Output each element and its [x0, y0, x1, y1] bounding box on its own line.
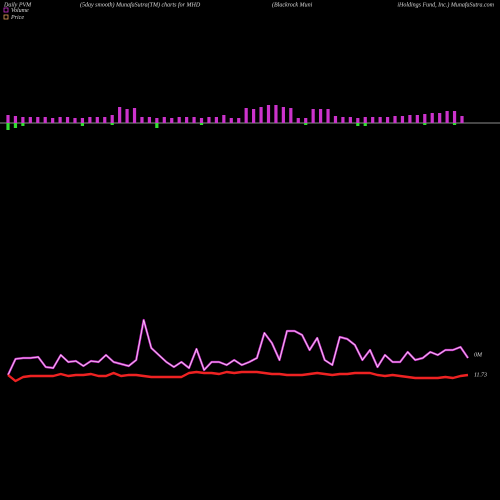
- pvm-bar: [140, 117, 144, 123]
- pvm-bar: [259, 107, 263, 123]
- pvm-bar: [110, 115, 114, 123]
- pvm-bar: [311, 109, 315, 123]
- pvm-bar: [207, 117, 211, 123]
- pvm-bar: [6, 115, 10, 123]
- pvm-bar: [170, 118, 174, 123]
- pvm-bar: [95, 117, 99, 123]
- pvm-bar: [452, 111, 457, 123]
- pvm-bar: [132, 108, 137, 123]
- pvm-bar: [363, 117, 367, 123]
- pvm-bar: [80, 118, 85, 123]
- pvm-bar: [393, 116, 397, 123]
- legend-swatch: [3, 7, 9, 13]
- pvm-bar: [73, 118, 77, 123]
- pvm-bar: [356, 118, 360, 123]
- series-line: [7, 318, 469, 376]
- pvm-bar: [371, 117, 375, 123]
- pvm-bar: [326, 109, 330, 123]
- pvm-bar: [252, 109, 256, 123]
- pvm-bar: [274, 105, 278, 123]
- pvm-bar: [333, 116, 338, 123]
- pvm-bar: [415, 115, 419, 123]
- pvm-bar: [51, 118, 55, 123]
- pvm-bar: [110, 123, 114, 125]
- pvm-bar: [289, 108, 293, 123]
- pvm-bar: [281, 107, 285, 123]
- pvm-bar: [304, 118, 308, 123]
- pvm-bar: [65, 117, 70, 123]
- legend-swatch: [3, 14, 9, 20]
- pvm-bar: [155, 118, 159, 123]
- pvm-bar: [192, 117, 196, 123]
- pvm-bar: [378, 117, 382, 123]
- pvm-bar: [13, 116, 18, 123]
- pvm-bar: [318, 109, 323, 123]
- pvm-bar: [36, 117, 40, 123]
- series-line-inner: [7, 319, 469, 376]
- pvm-bar: [356, 123, 360, 126]
- pvm-bar: [28, 117, 32, 123]
- pvm-bar: [147, 117, 152, 123]
- pvm-bar: [222, 115, 226, 123]
- pvm-bar: [125, 109, 129, 123]
- pvm-bar: [423, 114, 427, 123]
- pvm-bar: [214, 117, 218, 123]
- pvm-bar: [385, 117, 390, 123]
- pvm-bar: [229, 118, 233, 123]
- pvm-bar: [452, 123, 457, 125]
- pvm-bar: [304, 123, 308, 125]
- pvm-bar: [177, 117, 181, 123]
- pvm-bar: [199, 118, 204, 123]
- legend-label: Price: [10, 15, 24, 21]
- pvm-bar: [244, 108, 248, 123]
- pvm-bar: [155, 123, 159, 128]
- series-line: [7, 370, 469, 383]
- pvm-bar: [460, 116, 464, 123]
- pvm-bar: [185, 117, 189, 123]
- pvm-bar: [445, 111, 449, 123]
- pvm-bar: [199, 123, 204, 125]
- pvm-bar: [423, 123, 427, 125]
- pvm-bar: [408, 115, 412, 123]
- pvm-bar: [43, 117, 47, 123]
- pvm-bar: [118, 107, 122, 123]
- pvm-bar: [80, 123, 85, 126]
- pvm-bar: [162, 117, 166, 123]
- pvm-bar: [266, 105, 271, 123]
- pvm-bar: [348, 117, 352, 123]
- pvm-bar: [237, 118, 241, 123]
- pvm-bar: [438, 113, 442, 123]
- end-label: 11.73: [474, 372, 487, 378]
- chart-title: Daily PVM: [3, 2, 32, 8]
- pvm-bar: [6, 123, 10, 130]
- pvm-bar: [21, 123, 25, 126]
- pvm-bar: [400, 116, 405, 123]
- pvm-bar: [88, 117, 92, 123]
- pvm-bar: [341, 117, 345, 123]
- pvm-bar: [13, 123, 18, 128]
- pvm-bar: [296, 118, 300, 123]
- chart-subtitle: (5day smooth) MunafaSutra(TM) charts for…: [80, 1, 201, 8]
- pvm-bar: [103, 117, 107, 123]
- pvm-bar: [363, 123, 367, 126]
- pvm-bar: [430, 113, 434, 123]
- chart-title-mid: (Blackrock Muni: [272, 1, 313, 8]
- end-label: 0M: [474, 352, 483, 358]
- pvm-bar: [58, 117, 62, 123]
- chart-title-right: iHoldings Fund, Inc.) MunafaSutra.com: [397, 1, 494, 8]
- pvm-bar: [21, 117, 25, 123]
- legend-label: Volume: [11, 8, 29, 14]
